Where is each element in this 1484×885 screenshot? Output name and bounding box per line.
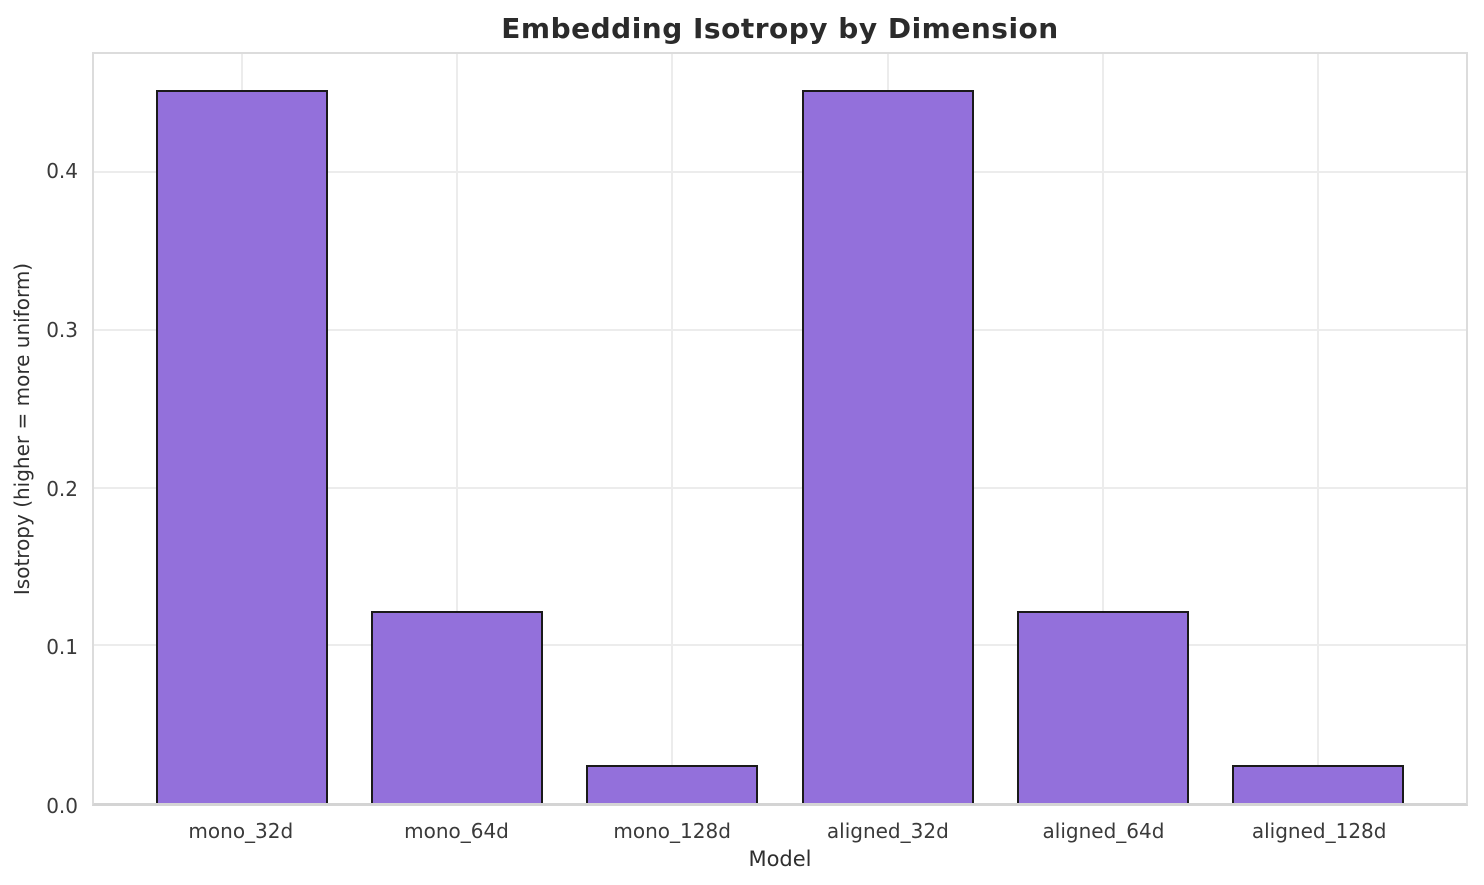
y-tick-label: 0.3: [46, 317, 78, 342]
y-tick-label: 0.4: [46, 159, 78, 184]
bar-mono_32d: [156, 90, 329, 803]
x-tick-label-mono_128d: mono_128d: [613, 819, 731, 843]
y-tick-label: 0.2: [46, 476, 78, 501]
plot-area: [92, 52, 1468, 806]
y-axis-label: Isotropy (higher = more uniform): [10, 262, 34, 596]
bar-aligned_32d: [801, 90, 974, 803]
gridline-vertical: [1316, 54, 1319, 803]
bar-mono_128d: [586, 765, 759, 803]
x-tick-label-mono_32d: mono_32d: [188, 819, 294, 843]
gridline-vertical: [671, 54, 674, 803]
x-tick-label-aligned_64d: aligned_64d: [1042, 819, 1165, 843]
x-tick-label-aligned_32d: aligned_32d: [826, 819, 949, 843]
chart-title: Embedding Isotropy by Dimension: [501, 12, 1059, 45]
gridline-horizontal: [94, 486, 1466, 489]
x-tick-label-mono_64d: mono_64d: [404, 819, 509, 843]
gridline-horizontal: [94, 644, 1466, 647]
x-axis-label: Model: [748, 847, 812, 871]
bar-aligned_128d: [1231, 765, 1404, 803]
y-tick-label: 0.1: [46, 635, 78, 660]
bar-aligned_64d: [1016, 610, 1189, 803]
y-tick-label: 0.0: [46, 794, 78, 818]
gridline-vertical: [456, 54, 459, 803]
gridline-horizontal: [94, 171, 1466, 174]
bar-mono_64d: [371, 610, 544, 803]
gridline-vertical: [1101, 54, 1104, 803]
x-tick-label-aligned_128d: aligned_128d: [1251, 819, 1387, 843]
gridline-horizontal: [94, 328, 1466, 331]
